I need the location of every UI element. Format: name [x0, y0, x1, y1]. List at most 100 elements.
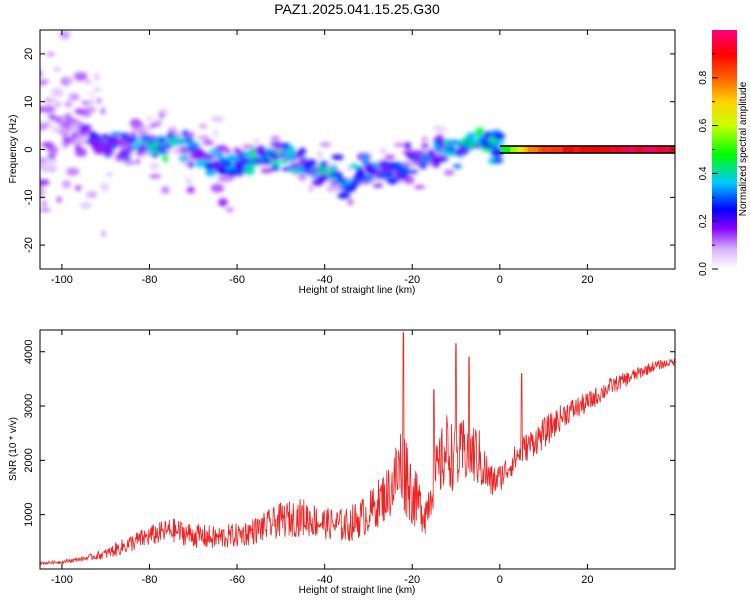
- spectrogram-noise-cell: [143, 126, 153, 130]
- spectrogram-noise-cell: [59, 30, 71, 40]
- spectrogram-line-cell: [552, 146, 557, 153]
- spectrogram-noise-cell: [93, 72, 100, 81]
- y-tick-label: 20: [23, 48, 35, 60]
- spectrogram-ridge-cell: [393, 161, 403, 169]
- spectrogram-noise-cell: [47, 153, 56, 160]
- spectrogram-line-cell: [541, 146, 546, 153]
- colorbar-gradient: [712, 30, 737, 269]
- spectrogram-noise-cell: [319, 142, 332, 147]
- snr-y-label: SNR (10 * v/v): [8, 417, 19, 481]
- spectrogram-line-cell: [636, 146, 641, 153]
- y-tick-label: -20: [23, 237, 35, 253]
- spectrogram-noise-cell: [213, 129, 219, 138]
- x-tick-label: 0: [497, 274, 503, 286]
- spectrogram-ridge-cell: [78, 124, 92, 131]
- spectrogram-noise-cell: [347, 198, 354, 206]
- snr-frame: [39, 329, 676, 570]
- spectrogram-line-cell: [559, 146, 564, 153]
- spectrogram-noise-cell: [105, 172, 114, 177]
- spectrogram-noise-cell: [270, 136, 280, 141]
- spectrogram-ridge-cell: [287, 145, 296, 154]
- spectrogram-ridge-cell: [477, 127, 485, 135]
- spectrogram-ridge-cell: [188, 141, 200, 148]
- spectrogram-ridge-cell: [284, 150, 298, 157]
- spectrogram-noise-cell: [79, 202, 92, 209]
- spectrogram-noise-cell: [42, 200, 47, 207]
- spectrogram-noise-cell: [87, 91, 95, 97]
- spectrogram-ridge-cell: [162, 153, 169, 163]
- spectrogram-ridge-cell: [101, 134, 110, 139]
- spectrogram-ridge-cell: [187, 161, 195, 168]
- spectrogram-line-cell: [506, 146, 511, 153]
- spectrogram-noise-cell: [89, 98, 95, 106]
- spectrogram-noise-cell: [46, 52, 55, 57]
- spectrogram-line-cell: [587, 146, 592, 153]
- snr-background: [40, 330, 675, 569]
- spectrogram-ridge-cell: [331, 165, 338, 171]
- spectrogram-ridge-cell: [93, 147, 108, 155]
- spectrogram-line-cell: [517, 146, 522, 153]
- spectrogram-line-cell: [608, 146, 613, 153]
- spectrogram-ridge-cell: [73, 137, 82, 144]
- spectrogram-noise-cell: [414, 185, 425, 189]
- spectrogram-noise-cell: [145, 117, 156, 121]
- spectrogram-line-cell: [583, 146, 588, 153]
- spectrogram-ridge-cell: [110, 131, 124, 137]
- x-tick-label: 0: [497, 574, 503, 586]
- spectrogram-noise-cell: [308, 186, 314, 191]
- spectrogram-ridge-cell: [361, 154, 369, 161]
- spectrogram-ridge-cell: [421, 143, 429, 149]
- snr-ticks: -100 -80 -60 -40 -20 0 20 1000 2000 3000 4000: [23, 330, 675, 586]
- spectrogram-ridge-cell: [279, 157, 290, 164]
- spectrogram-ridge-cell: [364, 174, 375, 182]
- spectrogram-noise-cell: [40, 70, 43, 78]
- spectrogram-noise-cell: [300, 173, 306, 182]
- spectrogram-noise-cell: [40, 186, 46, 194]
- spectrogram-ridge-cell: [432, 161, 440, 168]
- spectrogram-noise-cell: [66, 167, 80, 176]
- spectrogram-line-cell: [594, 146, 599, 153]
- spectrogram-line-cell: [503, 146, 508, 153]
- spectrogram-noise-cell: [48, 114, 57, 120]
- spectrogram-line-cell: [615, 146, 620, 153]
- y-tick-label: -10: [23, 189, 35, 205]
- x-tick-label: -100: [51, 574, 73, 586]
- spectrogram-ridge-cell: [62, 135, 70, 144]
- spectrogram-line-cell: [576, 146, 581, 153]
- spectrogram-ridge-cell: [298, 147, 307, 156]
- spectrogram-ridge-cell: [233, 147, 241, 155]
- spectrogram-noise-cell: [149, 162, 160, 171]
- spectrogram-ridge-cell: [337, 191, 351, 199]
- spectrogram-ridge-cell: [270, 165, 280, 171]
- spectrogram-noise-cell: [393, 143, 407, 147]
- spectrogram-noise-cell: [210, 183, 225, 193]
- spectrogram-noise-cell: [225, 207, 234, 213]
- spectrogram-line-cell: [604, 146, 609, 153]
- spectrogram-ridge-cell: [310, 159, 317, 167]
- spectrogram-noise-cell: [74, 147, 87, 157]
- spectrogram-noise-cell: [40, 208, 51, 212]
- spectrogram-ridge-cell: [465, 132, 477, 139]
- spectrogram-noise-cell: [64, 100, 73, 108]
- spectrogram-noise-cell: [54, 67, 61, 72]
- spectrogram-noise-cell: [100, 182, 110, 192]
- spectrogram-noise-cell: [57, 196, 62, 203]
- spectrogram-ridge-cell: [419, 158, 432, 163]
- spectrogram-ridge-cell: [426, 149, 436, 158]
- spectrogram-ridge-cell: [386, 177, 399, 185]
- spectrogram-noise-cell: [380, 149, 387, 153]
- spectrogram-noise-cell: [220, 176, 235, 182]
- x-tick-label: -60: [229, 274, 245, 286]
- x-tick-label: -80: [142, 574, 158, 586]
- spectrogram-line-cell: [667, 146, 672, 153]
- spectrogram-line-cell: [555, 146, 560, 153]
- spectrogram-line-cell: [562, 146, 567, 153]
- spectrogram-noise-cell: [202, 140, 214, 146]
- y-tick-label: 3000: [23, 394, 35, 418]
- spectrogram-line-cell: [618, 146, 623, 153]
- spectrogram-noise-cell: [45, 159, 58, 164]
- spectrogram-noise-cell: [136, 130, 148, 135]
- colorbar-tick-label: 0.8: [698, 70, 709, 84]
